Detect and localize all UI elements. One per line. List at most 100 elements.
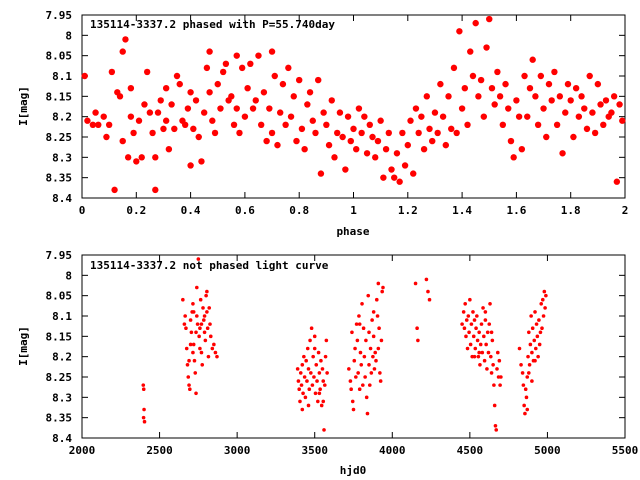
data-point (128, 85, 134, 91)
data-point (533, 359, 537, 363)
data-point (565, 81, 571, 87)
y-axis-title-bottom: I[mag] (17, 326, 30, 366)
data-point (321, 367, 325, 371)
data-point (453, 130, 459, 136)
data-point (407, 118, 413, 124)
data-point (215, 355, 219, 359)
data-point (350, 330, 354, 334)
x-tick-label: 3500 (301, 444, 328, 457)
x-tick-label: 4500 (457, 444, 484, 457)
data-point (375, 138, 381, 144)
y-tick-label: 8.3 (52, 391, 72, 404)
data-point (297, 379, 301, 383)
data-point (483, 44, 489, 50)
data-point (206, 326, 210, 330)
data-point (302, 355, 306, 359)
data-point (467, 330, 471, 334)
data-point (209, 335, 213, 339)
data-point (508, 138, 514, 144)
data-point (486, 330, 490, 334)
data-point (402, 162, 408, 168)
data-point (611, 93, 617, 99)
data-point (220, 69, 226, 75)
data-point (204, 65, 210, 71)
data-point (217, 105, 223, 111)
data-point (315, 379, 319, 383)
data-point (184, 326, 188, 330)
x-tick-label: 1.2 (398, 204, 418, 217)
x-tick-label: 1 (350, 204, 357, 217)
data-point (543, 134, 549, 140)
data-point (303, 375, 307, 379)
data-point (277, 109, 283, 115)
data-point (527, 330, 531, 334)
y-tick-label: 8.05 (46, 50, 73, 63)
data-point (543, 290, 547, 294)
data-point (301, 363, 305, 367)
data-point (477, 355, 481, 359)
data-point (187, 383, 191, 387)
data-point (142, 408, 146, 412)
data-point (187, 89, 193, 95)
data-point (371, 355, 375, 359)
data-point (413, 105, 419, 111)
data-point (202, 318, 206, 322)
data-point (592, 130, 598, 136)
data-point (410, 170, 416, 176)
data-point (141, 101, 147, 107)
y-tick-label: 8.1 (52, 70, 72, 83)
data-point (528, 363, 532, 367)
data-point (352, 359, 356, 363)
data-point (573, 85, 579, 91)
data-point (472, 20, 478, 26)
data-point (473, 355, 477, 359)
data-point (476, 339, 480, 343)
data-point (189, 343, 193, 347)
data-point (329, 97, 335, 103)
data-point (347, 367, 351, 371)
data-point (297, 387, 301, 391)
data-point (200, 351, 204, 355)
data-points-top (82, 16, 626, 193)
data-point (95, 122, 101, 128)
data-point (539, 302, 543, 306)
data-point (372, 335, 376, 339)
data-point (494, 424, 498, 428)
data-point (325, 371, 329, 375)
data-point (193, 359, 197, 363)
data-point (250, 105, 256, 111)
data-point (587, 73, 593, 79)
data-point (190, 330, 194, 334)
data-point (82, 73, 88, 79)
data-point (313, 347, 317, 351)
data-point (318, 170, 324, 176)
data-point (298, 400, 302, 404)
data-point (143, 420, 147, 424)
data-point (489, 85, 495, 91)
data-point (474, 326, 478, 330)
data-point (396, 179, 402, 185)
data-point (603, 97, 609, 103)
data-point (263, 138, 269, 144)
y-tick-label: 8.1 (52, 310, 72, 323)
data-point (538, 343, 542, 347)
data-point (194, 330, 198, 334)
data-point (463, 302, 467, 306)
data-point (369, 134, 375, 140)
data-point (578, 93, 584, 99)
data-point (380, 339, 384, 343)
data-point (377, 118, 383, 124)
data-point (337, 109, 343, 115)
data-point (136, 118, 142, 124)
data-point (128, 113, 134, 119)
data-point (375, 298, 379, 302)
y-tick-label: 8.25 (46, 131, 73, 144)
x-axis-title-bottom: hjd0 (340, 464, 367, 477)
data-point (342, 166, 348, 172)
data-point (103, 134, 109, 140)
data-point (307, 387, 311, 391)
data-point (484, 343, 488, 347)
data-point (212, 130, 218, 136)
data-point (207, 306, 211, 310)
data-point (198, 347, 202, 351)
